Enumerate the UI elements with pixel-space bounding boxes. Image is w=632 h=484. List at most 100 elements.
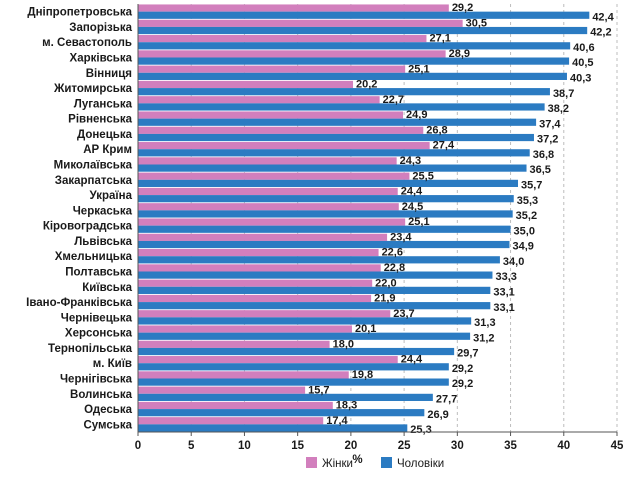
category-label: Дніпропетровська — [27, 7, 132, 19]
bar-women — [138, 203, 399, 211]
x-tick-label: 45 — [611, 440, 624, 452]
value-label-men: 31,2 — [473, 332, 494, 344]
category-label: Запорізька — [69, 22, 132, 34]
x-tick-label: 20 — [344, 440, 357, 452]
bar-men — [138, 393, 433, 401]
x-tick-label: 0 — [135, 440, 141, 452]
bar-women — [138, 142, 430, 150]
value-label-women: 17,4 — [326, 415, 348, 427]
category-label: АР Крим — [83, 144, 132, 156]
value-labels: 29,2 42,4 30,5 42,2 27,1 40,6 28,9 40,5 25,1 40,3… — [308, 2, 614, 436]
bar-women — [138, 80, 354, 89]
category-label: Вінниця — [86, 68, 132, 80]
value-label-men: 42,2 — [590, 27, 611, 39]
x-axis-title: % — [352, 454, 362, 466]
value-label-men: 33,3 — [495, 271, 516, 283]
bar-men — [138, 286, 491, 294]
value-label-women: 24,5 — [402, 201, 423, 213]
bar-men — [138, 72, 567, 80]
value-label-men: 40,5 — [572, 57, 593, 69]
bar-women — [138, 356, 398, 364]
value-label-women: 25,5 — [412, 170, 433, 182]
category-label: м. Київ — [93, 358, 132, 370]
legend: Жінки Чоловіки — [306, 457, 444, 470]
value-label-women: 22,8 — [384, 262, 405, 274]
bar-men — [138, 317, 472, 325]
value-label-women: 27,1 — [429, 33, 450, 45]
category-label: Херсонська — [65, 328, 133, 340]
value-label-men: 34,0 — [503, 256, 524, 268]
category-label: Україна — [90, 190, 133, 202]
category-label: Хмельницька — [55, 251, 133, 263]
bar-women — [138, 4, 449, 12]
value-label-men: 33,1 — [493, 286, 514, 298]
value-label-men: 29,2 — [452, 363, 473, 375]
value-label-women: 18,0 — [333, 338, 354, 350]
bar-women — [138, 157, 397, 165]
x-tick-label: 10 — [238, 440, 251, 452]
value-label-men: 35,3 — [517, 195, 538, 207]
bar-women — [138, 111, 404, 119]
bar-men — [138, 103, 545, 111]
bar-men — [138, 240, 510, 249]
value-label-women: 25,1 — [408, 216, 429, 228]
category-label: Полтавська — [65, 267, 132, 279]
bar-men — [138, 271, 493, 279]
x-axis: 0 5 10 15 20 25 30 35 40 45 — [135, 4, 624, 452]
bar-women — [138, 264, 381, 272]
bar-men — [138, 363, 449, 371]
bar-women — [138, 371, 349, 379]
bar-women — [138, 310, 391, 318]
category-label: Чернівецька — [61, 312, 133, 324]
value-label-men: 35,2 — [516, 210, 537, 222]
category-label: Рівненська — [68, 114, 132, 126]
x-tick-label: 25 — [398, 440, 411, 452]
value-label-women: 30,5 — [466, 17, 487, 29]
category-label: Львівська — [74, 236, 132, 248]
category-label: Закарпатська — [55, 175, 133, 187]
bar-women — [138, 249, 379, 257]
bar-men — [138, 164, 527, 172]
value-label-men: 29,2 — [452, 378, 473, 390]
value-label-women: 29,2 — [452, 2, 473, 14]
legend-label-men: Чоловіки — [397, 458, 444, 470]
value-label-men: 37,2 — [537, 134, 558, 146]
legend-swatch-men — [381, 457, 392, 468]
value-label-men: 40,6 — [573, 42, 594, 54]
value-label-women: 18,3 — [336, 400, 357, 412]
bar-men — [138, 256, 500, 264]
category-label: Київська — [82, 282, 132, 294]
category-label: Чернігівська — [60, 374, 133, 386]
x-tick-label: 5 — [188, 440, 195, 452]
value-label-women: 22,7 — [383, 94, 404, 106]
category-label: Житомирська — [53, 83, 133, 95]
category-label: Харківська — [70, 53, 133, 65]
category-label: Кіровоградська — [43, 221, 133, 233]
value-label-men: 33,1 — [493, 302, 514, 314]
bar-men — [138, 195, 514, 203]
bar-women — [138, 126, 424, 134]
bar-men — [138, 424, 408, 432]
category-label: Сумська — [83, 419, 132, 431]
bar-men — [138, 409, 425, 417]
bar-men — [138, 133, 534, 142]
value-label-women: 24,4 — [401, 186, 423, 198]
bar-women — [138, 218, 406, 226]
category-label: Волинська — [70, 389, 133, 401]
bar-women — [138, 233, 388, 241]
value-label-women: 23,7 — [393, 308, 414, 320]
x-tick-label: 35 — [504, 440, 517, 452]
value-label-men: 36,5 — [530, 164, 551, 176]
legend-swatch-women — [306, 457, 317, 468]
value-label-men: 26,9 — [427, 409, 448, 421]
bars-group — [138, 4, 590, 432]
value-label-men: 25,3 — [410, 424, 431, 436]
value-label-men: 40,3 — [570, 72, 591, 84]
x-tick-label: 40 — [557, 440, 570, 452]
bar-men — [138, 11, 590, 19]
value-label-women: 25,1 — [408, 63, 429, 75]
bar-women — [138, 279, 373, 287]
bar-women — [138, 65, 406, 73]
legend-label-women: Жінки — [322, 458, 353, 470]
bar-men — [138, 332, 471, 340]
